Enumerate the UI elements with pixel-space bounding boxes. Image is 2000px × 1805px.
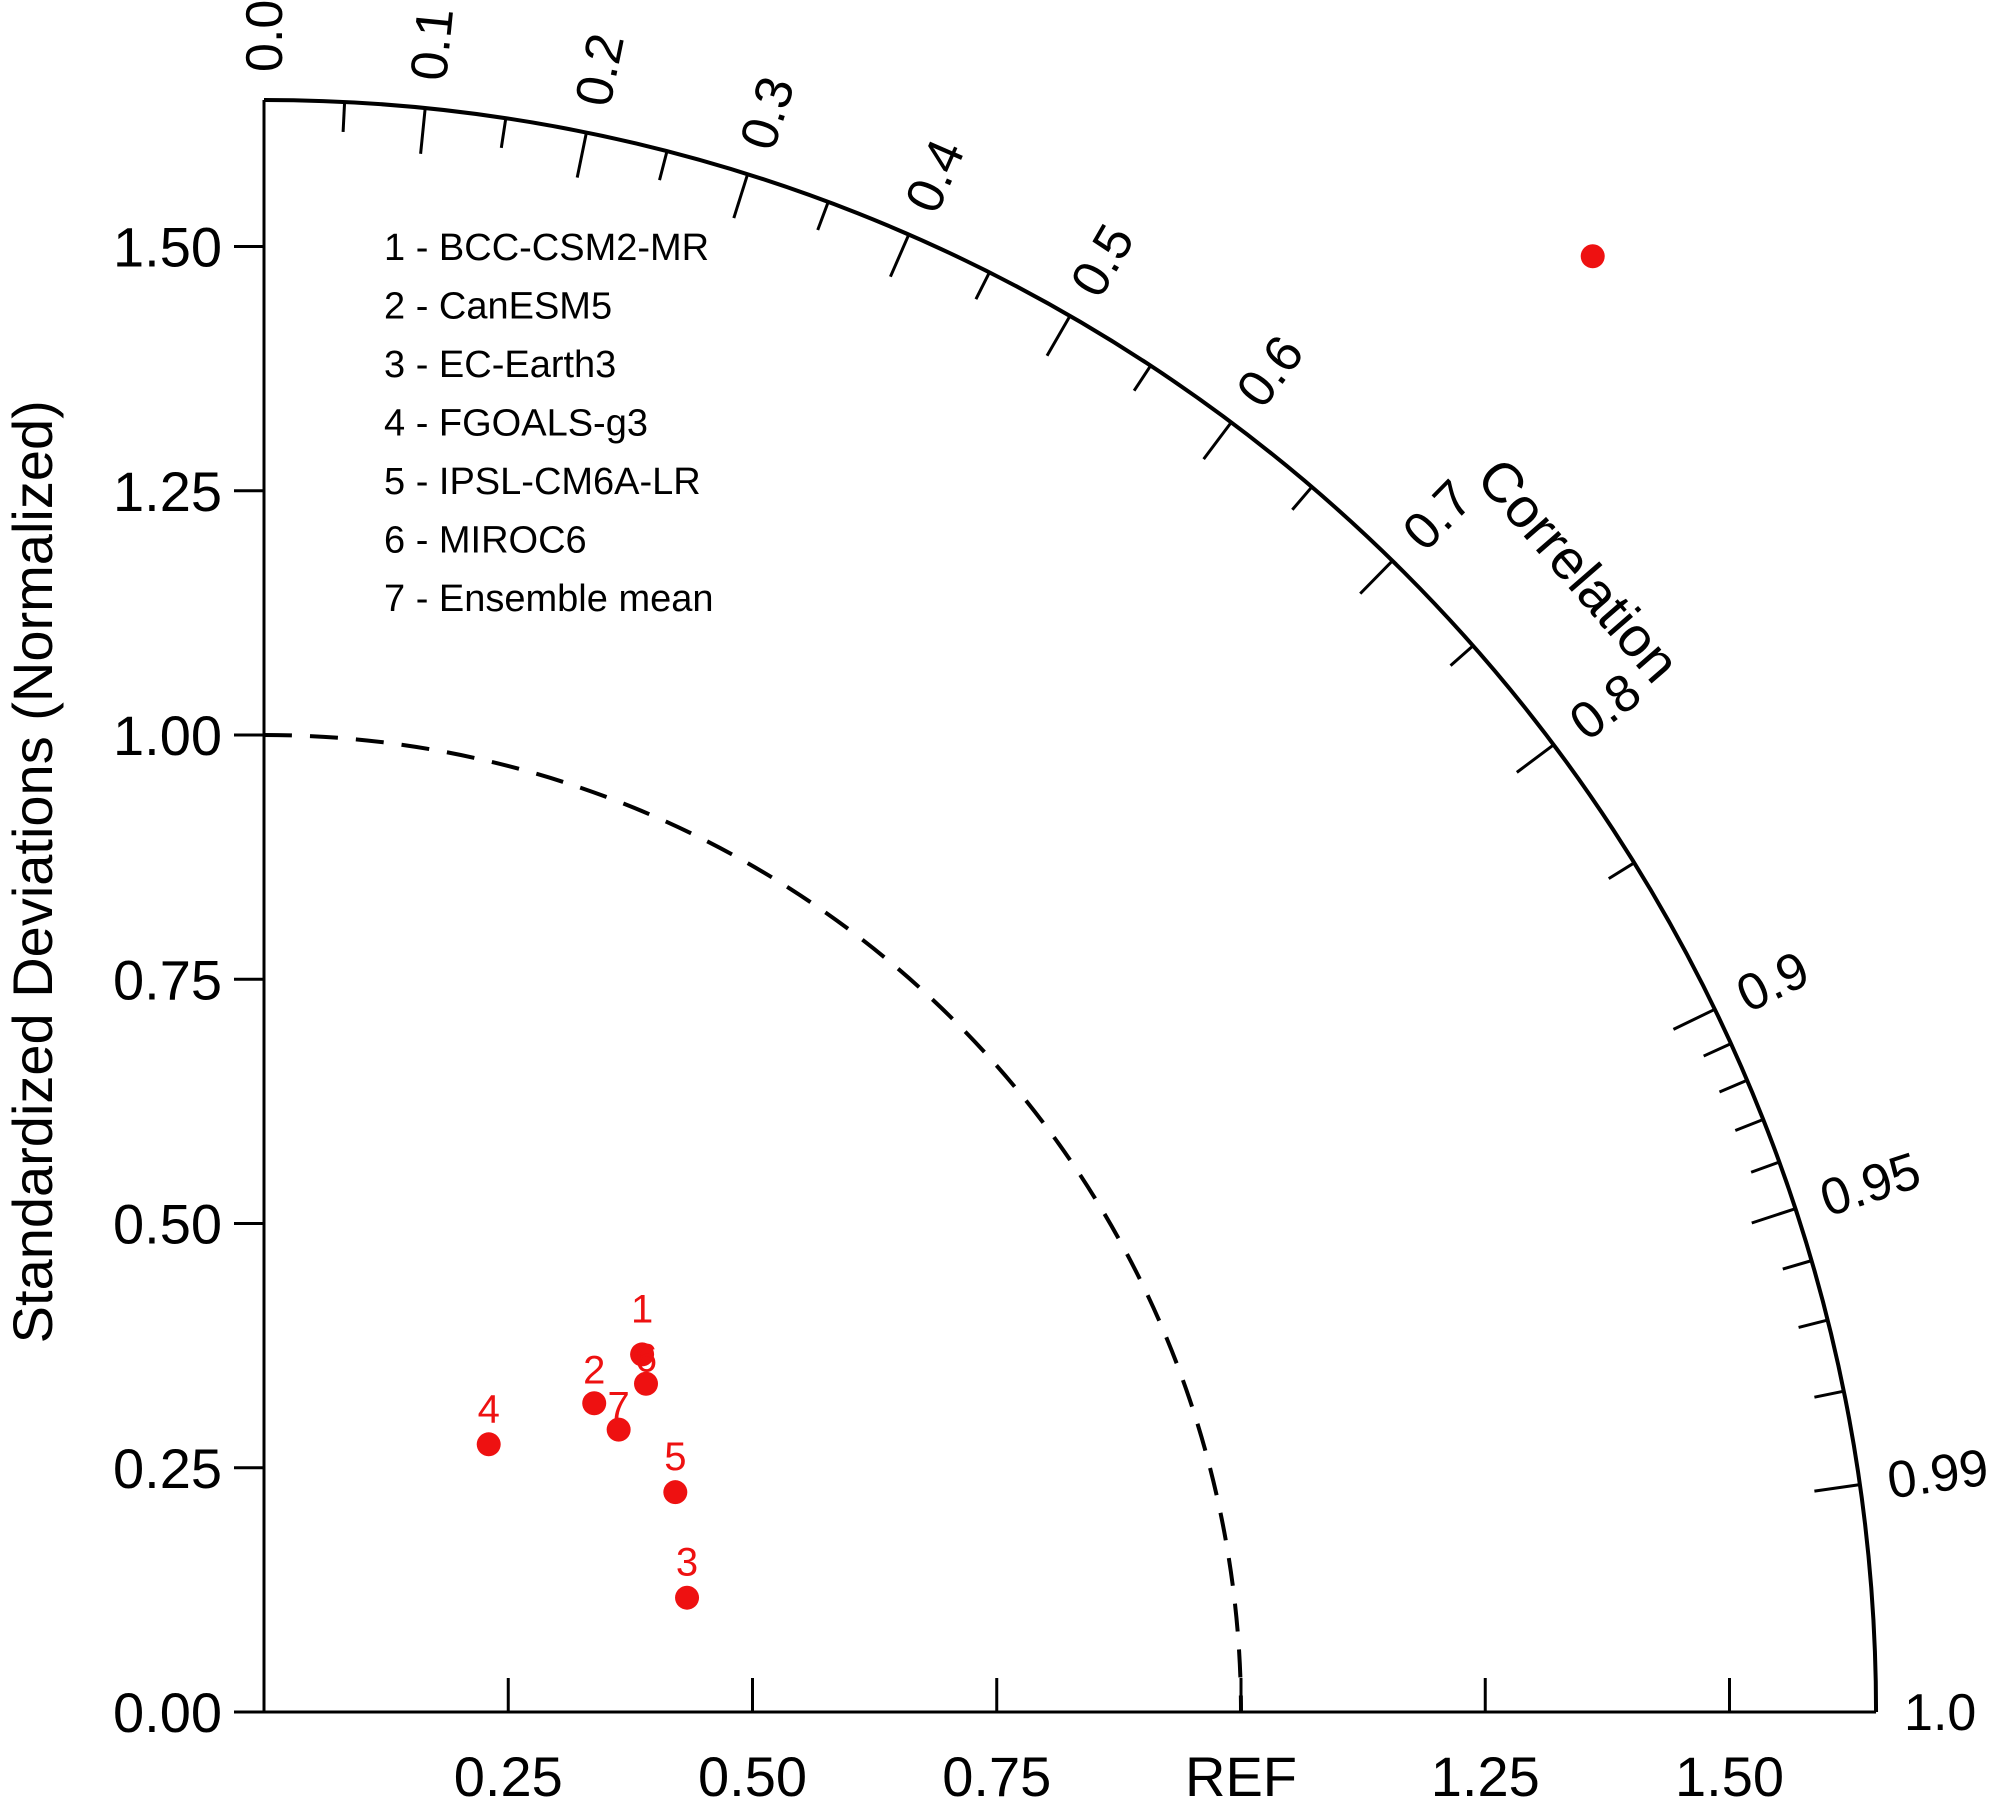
correlation-tick (1672, 1007, 1716, 1031)
correlation-tick-label: 0.6 (1226, 325, 1316, 418)
correlation-tick (1515, 743, 1555, 774)
correlation-tick-label: 0.1 (400, 5, 465, 83)
correlation-tick (1751, 1207, 1796, 1225)
outer-arc (263, 97, 1879, 1713)
y-tick-label: 0.50 (113, 1193, 222, 1256)
data-point (630, 1342, 655, 1367)
legend-entry: 4 - FGOALS-g3 (384, 403, 648, 445)
correlation-minor-tick (658, 150, 669, 181)
x-tick-label: 0.75 (942, 1745, 1051, 1805)
data-point (606, 1417, 631, 1442)
legend-entry: 3 - EC-Earth3 (384, 344, 616, 386)
data-point (476, 1432, 501, 1457)
correlation-tick-label: 0.5 (1060, 215, 1146, 307)
data-point (1580, 244, 1605, 269)
correlation-tick (732, 173, 750, 219)
correlation-minor-tick (1607, 861, 1636, 880)
legend-entry: 2 - CanESM5 (384, 286, 612, 328)
y-tick-label: 1.50 (113, 216, 222, 279)
correlation-minor-tick (1718, 1078, 1748, 1094)
legend-entry: 7 - Ensemble mean (384, 578, 714, 620)
correlation-tick-label: 0.0 (236, 0, 294, 72)
y-tick-label: 1.00 (113, 704, 222, 767)
x-tick-label: 1.25 (1431, 1745, 1540, 1805)
correlation-minor-tick (1291, 485, 1313, 511)
data-point (582, 1391, 607, 1416)
data-point-label: 3 (676, 1541, 698, 1585)
correlation-tick-label: 0.4 (894, 131, 976, 220)
correlation-minor-tick (341, 101, 347, 133)
correlation-minor-tick (1132, 364, 1152, 392)
correlation-minor-tick (1798, 1318, 1829, 1329)
data-point (663, 1480, 688, 1505)
legend-entry: 5 - IPSL-CM6A-LR (384, 461, 701, 503)
ref-label: REF (1185, 1745, 1297, 1805)
correlation-minor-tick (1449, 644, 1475, 667)
correlation-minor-tick (816, 201, 830, 231)
data-point-label: 4 (478, 1387, 500, 1431)
data-point-label: 7 (608, 1385, 630, 1429)
correlation-tick (1359, 559, 1394, 595)
data-point-label: 1 (631, 1287, 653, 1331)
correlation-tick (575, 132, 588, 178)
data-point-label: 2 (583, 1348, 605, 1392)
x-tick-label: 0.25 (454, 1745, 563, 1805)
reference-arc (263, 733, 1243, 1713)
correlation-tick (1045, 315, 1072, 357)
correlation-tick (1202, 421, 1233, 461)
correlation-minor-tick (499, 117, 508, 149)
legend-entry: 1 - BCC-CSM2-MR (384, 227, 709, 269)
correlation-minor-tick (1814, 1389, 1845, 1399)
correlation-minor-tick (1703, 1042, 1732, 1058)
correlation-tick (1814, 1483, 1861, 1493)
correlation-tick-label: 0.3 (729, 70, 806, 156)
x-tick-label: 1.50 (1675, 1745, 1784, 1805)
ticks-layer (234, 101, 1861, 1714)
correlation-minor-tick (974, 271, 991, 300)
points-layer: 12 3 4 5 67 (476, 244, 1605, 1610)
data-point-label: 6 (635, 1337, 657, 1381)
data-point (634, 1371, 659, 1396)
data-point-label: 5 (664, 1435, 686, 1479)
correlation-tick (419, 107, 427, 154)
correlation-tick-label: 0.95 (1813, 1142, 1927, 1229)
correlation-tick-label: 0.9 (1728, 940, 1818, 1024)
correlation-minor-tick (1750, 1160, 1780, 1174)
y-tick-label: 0.00 (113, 1681, 222, 1744)
legend: 1 - BCC-CSM2-MR 2 - CanESM5 3 - EC-Earth3 4… (384, 227, 714, 620)
y-axis-title: Standardized Deviations (Normalized) (1, 400, 64, 1343)
data-point (675, 1585, 700, 1610)
correlation-minor-tick (1782, 1259, 1812, 1271)
y-tick-label: 0.75 (113, 948, 222, 1011)
correlation-tick-label: 0.2 (565, 29, 636, 111)
correlation-tick-label: 1.0 (1904, 1684, 1976, 1742)
correlation-tick (889, 233, 911, 278)
correlation-title: Correlation (1465, 446, 1692, 694)
correlation-minor-tick (1734, 1118, 1764, 1132)
legend-entry: 6 - MIROC6 (384, 520, 587, 562)
axes-layer (262, 97, 1879, 1714)
x-tick-label: 0.50 (698, 1745, 807, 1805)
y-tick-label: 0.25 (113, 1437, 222, 1500)
correlation-tick-label: 0.99 (1884, 1439, 1992, 1511)
y-tick-label: 1.25 (113, 460, 222, 523)
